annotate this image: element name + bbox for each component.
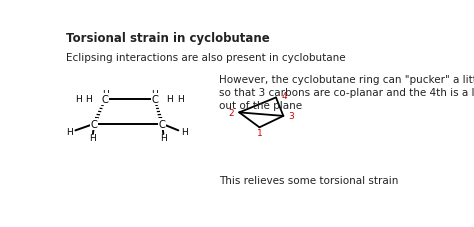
Text: H: H: [66, 128, 73, 136]
Text: H: H: [181, 128, 188, 136]
Text: H: H: [178, 95, 184, 104]
Text: Eclipsing interactions are also present in cyclobutane: Eclipsing interactions are also present …: [66, 53, 346, 63]
Text: However, the cyclobutane ring can "pucker" a little bit
so that 3 carbons are co: However, the cyclobutane ring can "pucke…: [219, 74, 474, 111]
Text: C: C: [151, 95, 158, 105]
Text: C: C: [159, 119, 165, 129]
Text: H: H: [85, 94, 92, 103]
Text: H: H: [166, 95, 173, 104]
Text: C: C: [91, 119, 98, 129]
Text: 2: 2: [228, 109, 234, 117]
Text: H: H: [75, 94, 82, 103]
Text: H: H: [102, 89, 109, 98]
Text: H: H: [160, 133, 167, 142]
Text: 4: 4: [281, 92, 287, 101]
Text: 1: 1: [256, 128, 262, 137]
Text: H: H: [90, 133, 96, 142]
Text: H: H: [151, 89, 158, 98]
Text: This relieves some torsional strain: This relieves some torsional strain: [219, 175, 399, 185]
Text: Torsional strain in cyclobutane: Torsional strain in cyclobutane: [66, 32, 270, 44]
Text: 3: 3: [289, 112, 294, 121]
Text: C: C: [102, 95, 109, 105]
